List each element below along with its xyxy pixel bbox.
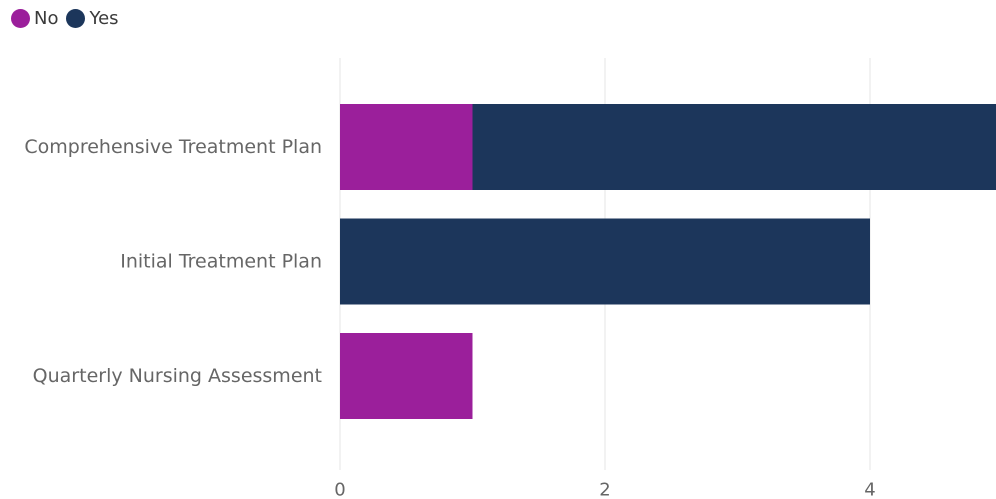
legend-label-no: No xyxy=(34,7,59,29)
x-tick-label-4: 4 xyxy=(864,480,875,499)
legend-item-yes[interactable]: Yes xyxy=(66,7,119,29)
category-label-0: Comprehensive Treatment Plan xyxy=(24,136,322,158)
legend: No Yes xyxy=(11,6,127,30)
x-tick-label-0: 0 xyxy=(334,480,345,499)
legend-swatch-no xyxy=(11,8,30,28)
category-label-1: Initial Treatment Plan xyxy=(120,251,322,273)
category-label-2: Quarterly Nursing Assessment xyxy=(33,365,322,387)
legend-label-yes: Yes xyxy=(89,7,119,29)
legend-item-no[interactable]: No xyxy=(11,8,58,29)
bar-no-0[interactable] xyxy=(340,104,473,190)
x-tick-label-2: 2 xyxy=(599,480,610,499)
bar-yes-0[interactable] xyxy=(472,104,996,190)
legend-swatch-yes xyxy=(66,8,86,28)
bar-no-2[interactable] xyxy=(340,333,473,419)
bar-yes-1[interactable] xyxy=(340,218,870,305)
